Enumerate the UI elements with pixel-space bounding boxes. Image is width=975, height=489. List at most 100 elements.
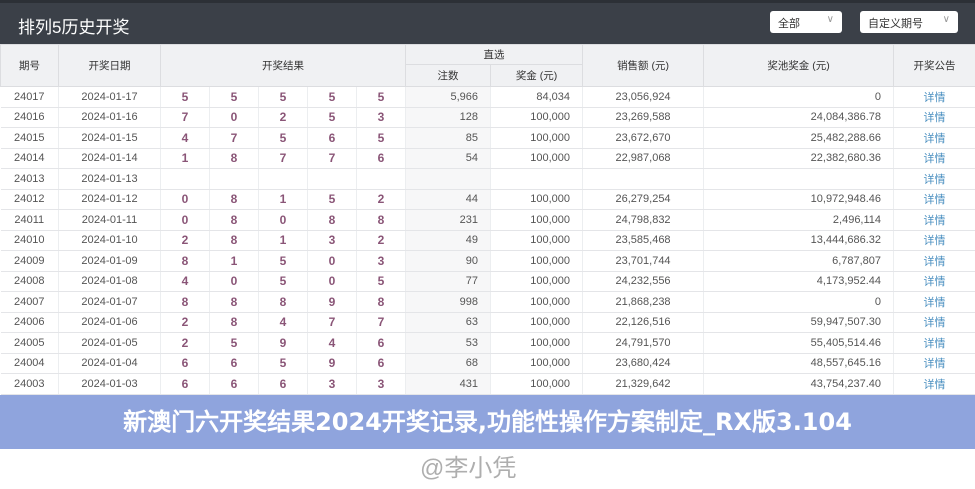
bets [406,169,491,190]
details-link[interactable]: 详情 [894,210,975,231]
details-link[interactable]: 详情 [894,107,975,128]
issue: 24011 [1,210,59,231]
date: 2024-01-15 [59,128,161,149]
col-result: 开奖结果 [161,45,406,87]
issue: 24017 [1,87,59,108]
prize: 100,000 [491,251,583,272]
result-digit [308,169,357,190]
pool: 0 [704,87,894,108]
details-link[interactable]: 详情 [894,292,975,313]
result-digit: 0 [308,271,357,292]
details-link[interactable]: 详情 [894,271,975,292]
result-digit: 5 [259,353,308,374]
watermark: @李小凭 [0,449,975,489]
details-link[interactable]: 详情 [894,374,975,395]
prize: 100,000 [491,148,583,169]
prize: 100,000 [491,230,583,251]
sales: 24,798,832 [583,210,704,231]
col-bets: 注数 [406,65,491,87]
custom-issue-select[interactable]: 自定义期号∨ [860,11,958,33]
result-digit: 0 [210,107,259,128]
details-link[interactable]: 详情 [894,87,975,108]
bets: 5,966 [406,87,491,108]
sales: 24,791,570 [583,333,704,354]
result-digit: 5 [259,271,308,292]
pool: 55,405,514.46 [704,333,894,354]
details-link[interactable]: 详情 [894,353,975,374]
custom-issue-select-value: 自定义期号 [868,18,923,30]
pool: 0 [704,292,894,313]
issue: 24005 [1,333,59,354]
scope-select-value: 全部 [778,18,800,30]
details-link[interactable]: 详情 [894,189,975,210]
result-digit: 2 [259,107,308,128]
sales: 23,585,468 [583,230,704,251]
prize: 100,000 [491,333,583,354]
bets: 128 [406,107,491,128]
result-digit: 8 [161,292,210,313]
details-link[interactable]: 详情 [894,333,975,354]
result-digit: 4 [161,128,210,149]
scope-select[interactable]: 全部∨ [770,11,842,33]
result-digit: 8 [210,148,259,169]
result-digit: 8 [210,210,259,231]
sales: 23,701,744 [583,251,704,272]
details-link[interactable]: 详情 [894,148,975,169]
bets: 54 [406,148,491,169]
result-digit: 5 [357,271,406,292]
result-digit: 8 [210,230,259,251]
sales: 24,232,556 [583,271,704,292]
pool: 6,787,807 [704,251,894,272]
prize: 100,000 [491,210,583,231]
title-banner: 新澳门六开奖结果2024开奖记录,功能性操作方案制定_RX版3.104 [0,395,975,449]
banner-text: 新澳门六开奖结果2024开奖记录,功能性操作方案制定_RX版3.104 [38,405,938,439]
details-link[interactable]: 详情 [894,230,975,251]
details-link[interactable]: 详情 [894,312,975,333]
result-digit: 1 [210,251,259,272]
result-digit: 3 [357,251,406,272]
date: 2024-01-10 [59,230,161,251]
result-digit: 5 [308,189,357,210]
col-date: 开奖日期 [59,45,161,87]
date: 2024-01-12 [59,189,161,210]
result-digit: 6 [259,374,308,395]
sales [583,169,704,190]
issue: 24013 [1,169,59,190]
issue: 24014 [1,148,59,169]
bets: 44 [406,189,491,210]
result-digit: 4 [308,333,357,354]
issue: 24009 [1,251,59,272]
result-digit: 8 [161,251,210,272]
issue: 24016 [1,107,59,128]
bets: 231 [406,210,491,231]
sales: 21,329,642 [583,374,704,395]
pool: 13,444,686.32 [704,230,894,251]
prize: 100,000 [491,353,583,374]
result-digit: 6 [357,148,406,169]
prize: 100,000 [491,292,583,313]
bets: 77 [406,271,491,292]
header-bar: 排列5历史开奖 全部∨ 自定义期号∨ [0,0,975,44]
details-link[interactable]: 详情 [894,169,975,190]
issue: 24006 [1,312,59,333]
date: 2024-01-16 [59,107,161,128]
details-link[interactable]: 详情 [894,251,975,272]
details-link[interactable]: 详情 [894,128,975,149]
sales: 23,056,924 [583,87,704,108]
issue: 24003 [1,374,59,395]
result-digit: 6 [210,353,259,374]
issue: 24008 [1,271,59,292]
result-digit [161,169,210,190]
prize: 100,000 [491,107,583,128]
